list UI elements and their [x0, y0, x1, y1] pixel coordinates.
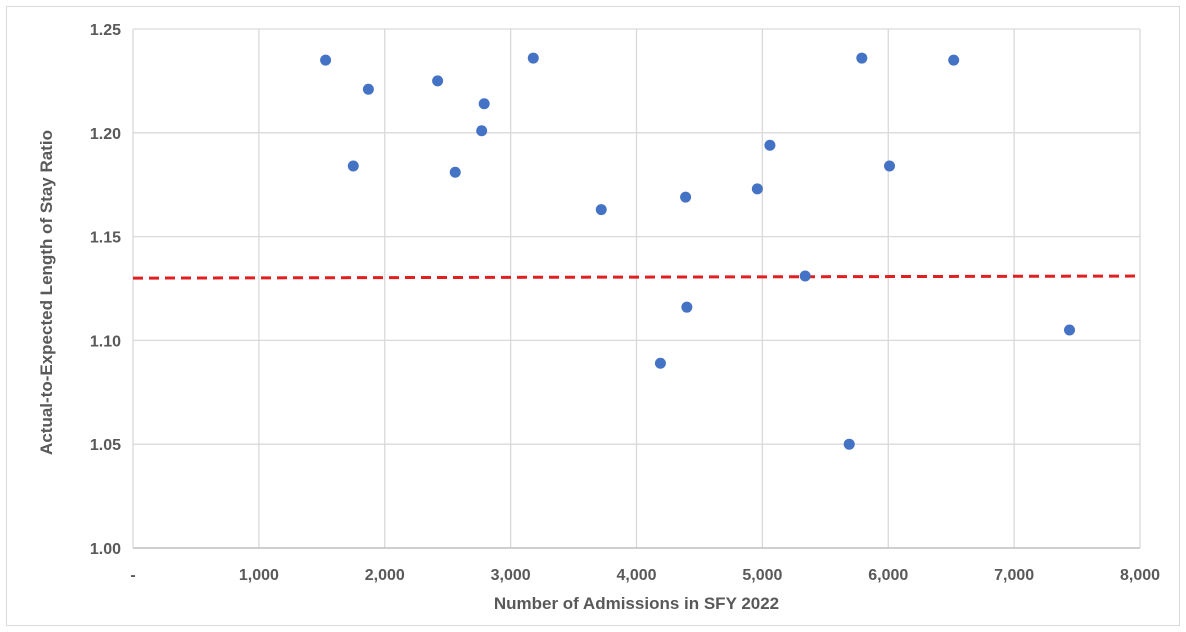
data-point	[843, 438, 855, 450]
x-tick-label: 7,000	[994, 567, 1034, 584]
x-tick-label: -	[130, 567, 135, 584]
y-tick-label: 1.15	[90, 230, 121, 247]
data-point	[681, 301, 693, 313]
data-point	[476, 125, 488, 137]
data-point	[347, 160, 359, 172]
y-axis-title: Actual-to-Expected Length of Stay Ratio	[37, 130, 56, 455]
x-tick-label: 2,000	[365, 567, 405, 584]
data-point	[680, 191, 692, 203]
data-point	[799, 270, 811, 282]
chart-frame	[6, 6, 1180, 626]
data-point	[320, 54, 332, 66]
y-tick-label: 1.05	[90, 437, 121, 454]
data-point	[856, 52, 868, 64]
x-tick-label: 4,000	[616, 567, 656, 584]
x-tick-label: 8,000	[1120, 567, 1160, 584]
data-point	[595, 204, 607, 216]
data-point	[362, 83, 374, 95]
x-tick-label: 3,000	[491, 567, 531, 584]
data-point	[1064, 324, 1076, 336]
data-point	[527, 52, 539, 64]
x-axis-title: Number of Admissions in SFY 2022	[494, 594, 779, 613]
y-tick-label: 1.20	[90, 126, 121, 143]
y-tick-label: 1.10	[90, 333, 121, 350]
y-tick-label: 1.25	[90, 22, 121, 39]
data-point	[948, 54, 960, 66]
data-point	[478, 98, 490, 110]
y-tick-label: 1.00	[90, 541, 121, 558]
data-point	[654, 357, 666, 369]
data-point	[432, 75, 444, 87]
data-point	[751, 183, 763, 195]
x-tick-label: 1,000	[239, 567, 279, 584]
data-point	[764, 139, 776, 151]
x-tick-label: 6,000	[868, 567, 908, 584]
data-point	[884, 160, 896, 172]
x-tick-label: 5,000	[742, 567, 782, 584]
trendline	[132, 274, 1141, 280]
data-point	[449, 166, 461, 178]
